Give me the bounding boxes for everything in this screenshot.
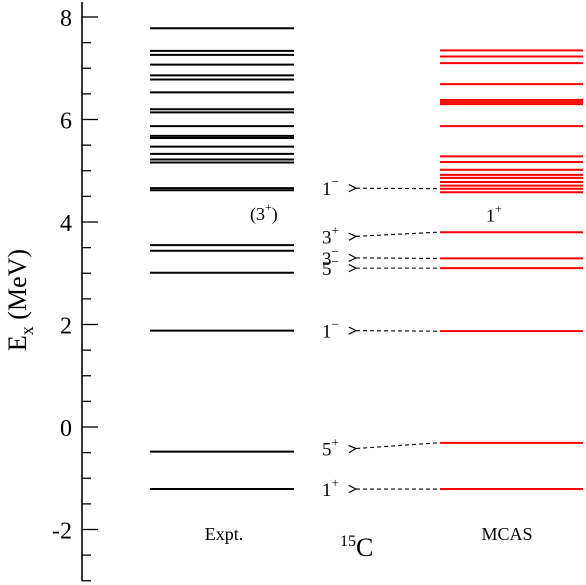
y-tick-label: -2: [52, 519, 72, 545]
y-tick-label: 0: [60, 416, 72, 442]
assignment-arrows: [356, 188, 438, 489]
series-label-mcas: MCAS: [481, 524, 532, 544]
y-tick-label: 8: [60, 6, 72, 32]
y-axis-tick-labels: -2 0 2 4 6 8: [52, 6, 72, 545]
spin-labels: 1− 3+3−5− 1− 5+ 1+: [322, 174, 339, 501]
level-annotation: (3+): [250, 200, 278, 225]
spin-label: 5+: [322, 435, 339, 461]
spin-label: 3+: [322, 222, 339, 248]
y-tick-label: 6: [60, 109, 72, 135]
nucleus-label: 15C: [340, 533, 373, 562]
spin-label: 1−: [322, 317, 339, 343]
spin-label: 1−: [322, 174, 339, 200]
level-annotation: 1+: [486, 201, 502, 225]
assignment-arrow: [356, 258, 438, 259]
assignment-arrow: [356, 442, 438, 449]
y-tick-label: 4: [60, 211, 72, 237]
y-tick-label: 2: [60, 314, 72, 340]
series-label-expt: Expt.: [205, 524, 244, 544]
energy-levels: [150, 27, 583, 491]
annotations: (3+) 1+: [250, 200, 502, 226]
assignment-arrow: [356, 331, 438, 332]
spin-label: 3−: [322, 244, 339, 270]
assignment-arrow: [356, 231, 438, 236]
spin-label: 1+: [322, 475, 339, 501]
spin-label: 5−: [322, 254, 339, 280]
y-axis-ticks: [82, 16, 98, 582]
assignment-arrow: [356, 188, 438, 189]
y-axis-label: Ex (MeV): [3, 249, 37, 351]
